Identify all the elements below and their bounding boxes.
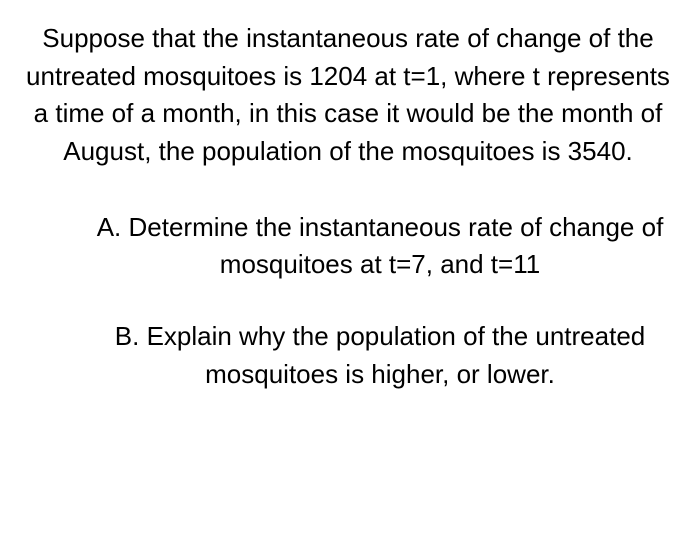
question-b: B. Explain why the population of the unt… [24, 318, 672, 393]
problem-intro: Suppose that the instantaneous rate of c… [24, 20, 672, 171]
question-b-text: Explain why the population of the untrea… [147, 321, 646, 389]
question-a: A. Determine the instantaneous rate of c… [24, 209, 672, 284]
question-a-text: Determine the instantaneous rate of chan… [129, 212, 664, 280]
question-a-label: A. [97, 212, 122, 242]
question-b-label: B. [115, 321, 140, 351]
